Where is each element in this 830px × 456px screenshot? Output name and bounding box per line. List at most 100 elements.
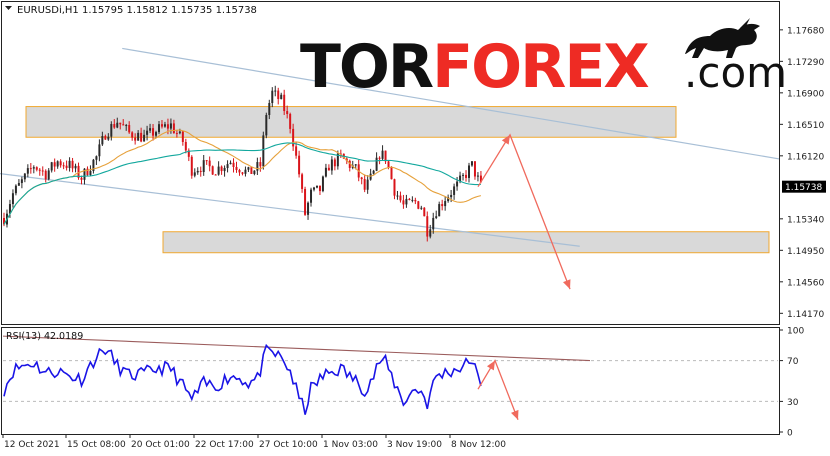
candle-body [92,159,95,171]
candle-body [122,124,125,126]
time-tick-label: 12 Oct 2021 [4,440,60,450]
candle-body [327,167,330,171]
rsi-label: RSI(13) 42.0189 [6,331,83,342]
candle-body [289,113,292,129]
rsi-trendline [2,335,591,362]
candle-body [95,156,98,160]
candle-body [196,170,199,173]
candle-body [143,134,146,142]
candle-body [295,146,298,156]
candle-body [381,150,384,159]
candle-body [3,218,5,225]
forecast-arrow [477,133,571,290]
candle-body [38,169,41,171]
candle-body [432,217,435,230]
price-tick-label: 1.14950 [787,247,824,257]
rsi-tick-label: 0 [787,429,793,439]
candle-body [283,94,286,112]
logo-suffix: .com [684,48,787,97]
candle-body [372,170,375,174]
price-pane [0,47,781,290]
candle-body [253,170,256,174]
candle-body [470,161,473,166]
candle-body [298,155,301,175]
candle-body [456,181,459,187]
candle-body [414,199,417,202]
candle-body [32,167,35,169]
candle-body [59,161,62,166]
candle-body [271,90,274,103]
candle-body [160,124,163,127]
candle-body [468,165,470,178]
candle-body [220,166,223,172]
symbol-ohlc-label: EURUSDi,H1 1.15795 1.15812 1.15735 1.157… [17,5,257,16]
candle-body [417,201,420,209]
candle-body [47,170,50,180]
candle-body [110,124,113,137]
candle-body [441,204,444,207]
candle-body [131,132,134,138]
price-tick-label: 1.16900 [787,89,824,99]
candle-body [247,167,250,170]
candle-body [268,102,271,115]
candle-body [307,202,310,215]
candle-body [140,132,143,142]
candle-body [172,123,175,134]
candle-body [175,133,178,135]
candle-body [101,136,104,145]
candle-body [166,124,169,129]
candle-body [116,122,119,128]
candle-body [50,162,53,171]
candle-body [44,170,47,180]
current-price-tag: 1.15738 [782,180,826,193]
candle-body [375,157,378,171]
candle-body [11,193,14,205]
candle-body [444,201,447,207]
candle-body [217,166,220,175]
time-tick-label: 8 Nov 12:00 [451,440,506,450]
candle-body [229,162,232,165]
candle-body [363,179,366,190]
candle-body [256,162,259,171]
candle-body [211,166,214,175]
candle-body [315,185,318,188]
rsi-pane [2,335,778,420]
price-tick-label: 1.15340 [787,215,824,225]
time-tick-label: 1 Nov 03:00 [323,440,378,450]
current-price-value: 1.15738 [785,183,822,193]
candle-body [465,174,468,178]
bull-icon [685,18,760,58]
candle-body [232,162,235,167]
candle-body [426,216,429,237]
candle-body [113,124,116,128]
candle-body [429,229,432,237]
candle-body [98,144,101,157]
candle-body [241,172,244,174]
candle-body [149,128,152,131]
price-pane-frame [1,1,780,325]
price-tick-label: 1.17680 [787,26,824,36]
time-tick-label: 20 Oct 01:00 [131,440,190,450]
price-tick-label: 1.14170 [787,310,824,320]
candle-body [277,90,280,100]
candle-body [345,158,348,161]
candle-body [208,160,211,167]
candle-body [14,185,17,194]
candle-body [387,161,390,168]
candle-body [250,167,253,174]
candle-body [107,136,110,140]
symbol-dropdown-icon[interactable] [5,6,12,10]
candle-body [462,174,465,176]
rsi-forecast-arrow-head [486,360,495,371]
resistance-zone [25,106,677,138]
svg-text:TORFOREX: TORFOREX [300,32,649,102]
candle-body [26,168,29,174]
candle-body [128,125,131,133]
candle-body [476,175,479,177]
candle-body [35,167,38,170]
candle-body [259,162,262,167]
candle-body [459,175,462,182]
candle-body [169,123,172,129]
candle-body [330,159,333,171]
